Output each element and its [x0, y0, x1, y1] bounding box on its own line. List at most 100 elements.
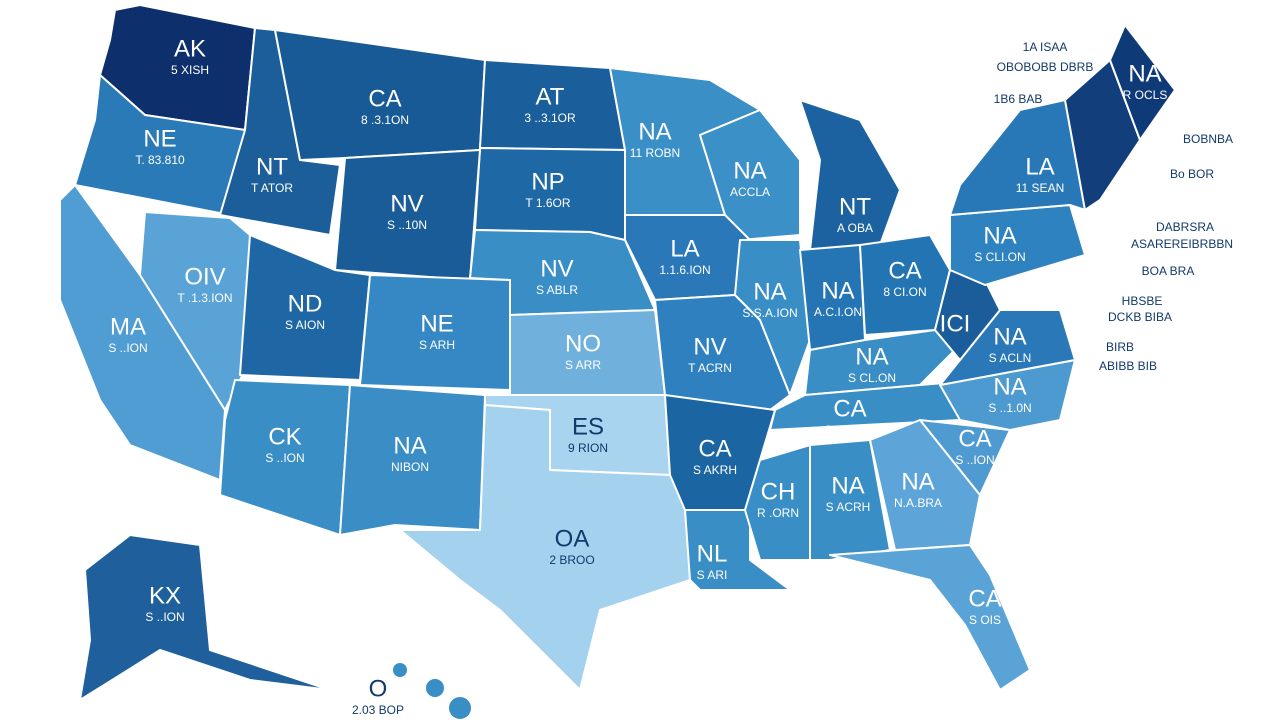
region-label: NA	[983, 222, 1016, 249]
island	[391, 661, 409, 679]
region-label: AT	[536, 83, 565, 110]
side-label: OBOBOBB DBRB	[997, 60, 1094, 74]
region-value: S ACRH	[826, 500, 871, 514]
region-value: S AION	[285, 318, 325, 332]
region-label: NA	[901, 468, 934, 495]
side-label: DABRSRA	[1156, 220, 1214, 234]
region-value: N.A.BRA	[894, 496, 942, 510]
region-label: LA	[670, 235, 699, 262]
region-value: S ..1.0N	[988, 401, 1031, 415]
region-label: LA	[1025, 153, 1054, 180]
region-label: ES	[572, 413, 604, 440]
region-value: S ARH	[419, 338, 455, 352]
region-label: MA	[110, 313, 146, 340]
side-label: BOA BRA	[1142, 264, 1195, 278]
region-label: NA	[821, 277, 854, 304]
region-value: T ATOR	[251, 181, 293, 195]
state	[949, 204, 1086, 286]
region-label: CA	[958, 425, 991, 452]
side-label: HBSBE	[1122, 294, 1163, 308]
region-label: NV	[540, 255, 573, 282]
region-label: OIV	[184, 263, 225, 290]
region-label: NA	[393, 432, 426, 459]
region-label: KX	[149, 582, 181, 609]
region-label: NE	[420, 310, 453, 337]
region-value: T 1.6OR	[525, 196, 570, 210]
region-value: S ..ION	[108, 341, 147, 355]
region-label: NA	[993, 373, 1026, 400]
region-value: S CL.ON	[848, 371, 896, 385]
region-value: A OBA	[837, 221, 873, 235]
side-label: BOBNBA	[1183, 132, 1233, 146]
region-label: NT	[256, 153, 288, 180]
region-label: NA	[1128, 60, 1161, 87]
region-value: S ARI	[697, 568, 728, 582]
state	[1109, 24, 1176, 141]
region-value: A.C.I.ON	[814, 305, 862, 319]
region-value: S ARR	[565, 358, 601, 372]
region-value: S ACLN	[989, 351, 1032, 365]
region-label: NA	[831, 472, 864, 499]
island	[424, 677, 446, 699]
region-label: NV	[390, 190, 423, 217]
region-label: ICI	[940, 310, 971, 337]
region-value: R OCLS	[1123, 88, 1168, 102]
region-label: CK	[268, 423, 301, 450]
region-value: S ..ION	[145, 610, 184, 624]
side-label: 1B6 BAB	[994, 92, 1043, 106]
region-value: S ..ION	[265, 451, 304, 465]
region-label: CA	[968, 585, 1001, 612]
side-label: BIRB	[1106, 340, 1134, 354]
state	[734, 239, 811, 396]
region-value: S OIS	[969, 613, 1001, 627]
region-label: CA	[833, 395, 866, 422]
region-value: T. 83.810	[135, 153, 185, 167]
region-label: NA	[733, 157, 766, 184]
region-value: T ACRN	[688, 361, 732, 375]
region-value: S.S.A.ION	[742, 306, 797, 320]
region-label: ND	[288, 290, 323, 317]
side-label: Bo BOR	[1170, 167, 1214, 181]
state	[744, 444, 811, 561]
region-label: CA	[368, 85, 401, 112]
region-label: AK	[174, 35, 206, 62]
region-value: 2 BROO	[549, 553, 594, 567]
region-value: S ABLR	[536, 283, 578, 297]
state	[399, 404, 691, 691]
region-label: NA	[753, 278, 786, 305]
region-label: NL	[697, 540, 728, 567]
region-label: CA	[698, 435, 731, 462]
state	[919, 419, 1011, 496]
region-label: NT	[839, 193, 871, 220]
state	[339, 384, 486, 536]
region-label: NE	[143, 125, 176, 152]
region-value: S ..10N	[387, 218, 427, 232]
side-label: ASAREREIBRBBN	[1131, 237, 1233, 251]
side-label: DCKB BIBA	[1108, 310, 1172, 324]
state	[934, 269, 1001, 361]
region-value: 11 SEAN	[1016, 181, 1064, 195]
region-label: NV	[693, 333, 726, 360]
states	[59, 4, 1176, 720]
region-label: NP	[531, 168, 564, 195]
region-value: 2.03 BOP	[352, 703, 404, 717]
state	[829, 544, 1031, 691]
region-value: S.AACLN	[824, 423, 875, 437]
region-label: CA	[888, 257, 921, 284]
state	[79, 534, 331, 701]
state	[949, 99, 1086, 216]
region-value: S CLI.ON	[974, 250, 1025, 264]
region-value: T .1.3.ION	[177, 291, 232, 305]
region-value: NIBON	[391, 460, 429, 474]
region-value: S AKRH	[693, 463, 737, 477]
region-label: NO	[565, 330, 601, 357]
region-value: 3 ..3.1OR	[524, 111, 576, 125]
side-label: ABIBB BIB	[1099, 359, 1157, 373]
region-value: 8 CI.ON	[883, 285, 926, 299]
region-value: 8 .3.1ON	[361, 113, 409, 127]
region-value: 1.1.6.ION	[659, 263, 710, 277]
state	[219, 379, 351, 536]
island	[447, 695, 473, 720]
